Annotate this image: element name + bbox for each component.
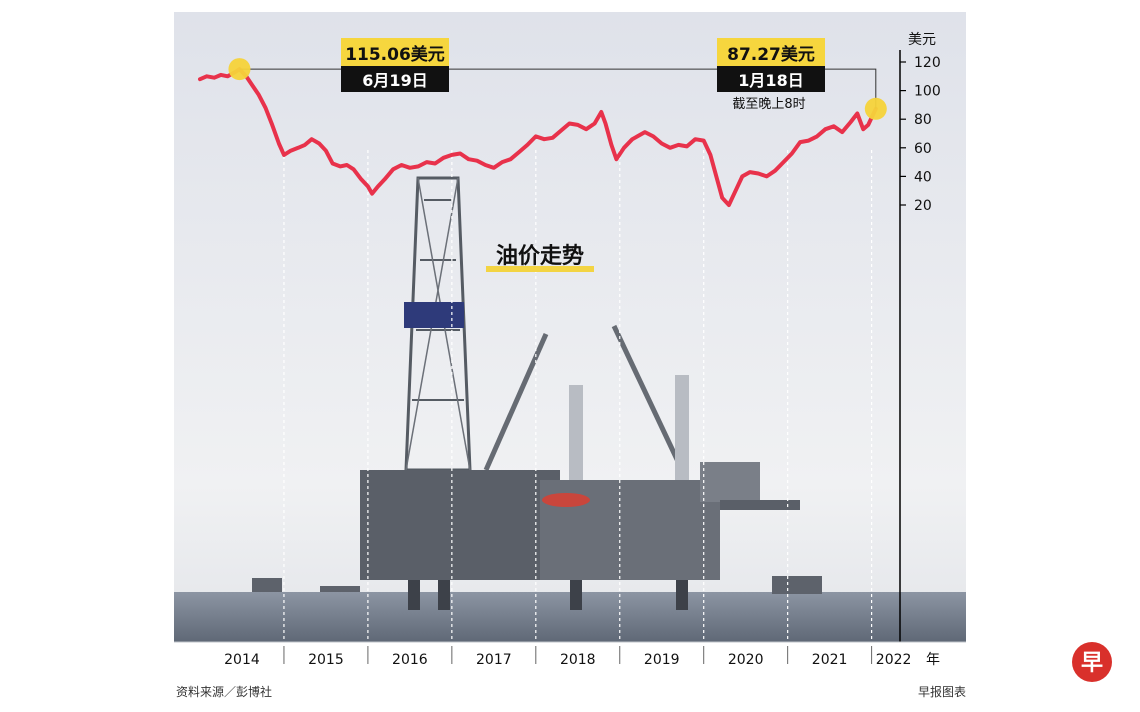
y-tick-label-40: 40 — [914, 169, 932, 185]
chart-title: 油价走势 — [496, 243, 584, 269]
x-axis-unit: 年 — [926, 652, 940, 668]
credit-note: 早报图表 — [918, 684, 966, 699]
x-axis-strip — [174, 642, 966, 676]
callout-peak-value-box — [341, 38, 449, 66]
x-tick-label-2020: 2020 — [728, 652, 764, 668]
leader-latest — [825, 68, 877, 109]
y-tick-label-80: 80 — [914, 112, 932, 128]
callout-peak-date-box — [341, 66, 449, 92]
y-tick-label-60: 60 — [914, 141, 932, 157]
callout-peak-value: 115.06美元 — [345, 44, 445, 65]
oil-rig-illustration — [252, 176, 822, 610]
x-tick-label-2019: 2019 — [644, 652, 680, 668]
y-tick-label-20: 20 — [914, 198, 932, 214]
x-tick-label-2017: 2017 — [476, 652, 512, 668]
x-tick-label-2022: 2022 — [876, 652, 912, 668]
source-note: 资料来源／彭博社 — [176, 684, 272, 699]
chart-title-underline — [486, 266, 594, 272]
callout-latest-note: 截至晚上8时 — [732, 97, 805, 112]
y-axis: 20 40 60 80 100 120 — [899, 50, 941, 642]
x-tick-label-2016: 2016 — [392, 652, 428, 668]
markers — [228, 58, 887, 120]
callout-latest-date: 1月18日 — [738, 71, 803, 90]
x-tick-label-2018: 2018 — [560, 652, 596, 668]
callout-latest: 87.27美元 1月18日 截至晚上8时 — [717, 38, 825, 112]
logo-badge — [1072, 642, 1112, 682]
y-tick-label-120: 120 — [914, 55, 941, 71]
x-tick-label-2014: 2014 — [224, 652, 260, 668]
x-tick-label-2015: 2015 — [308, 652, 344, 668]
callout-peak-date: 6月19日 — [362, 71, 427, 90]
marker-latest — [864, 97, 887, 120]
marker-peak — [228, 58, 251, 81]
year-separators — [283, 150, 873, 662]
y-tick-label-100: 100 — [914, 84, 941, 100]
logo-character: 早 — [1081, 651, 1103, 676]
x-tick-label-2021: 2021 — [812, 652, 848, 668]
x-axis: 2014 2015 2016 2017 2018 2019 2020 2021 2022 — [224, 646, 911, 668]
y-axis-unit: 美元 — [908, 32, 936, 48]
callout-latest-value: 87.27美元 — [727, 44, 815, 65]
callout-latest-value-box — [717, 38, 825, 66]
callout-leader-lines — [239, 68, 877, 109]
zaobao-logo: 早 — [1072, 642, 1112, 682]
callout-peak: 115.06美元 6月19日 — [341, 38, 449, 92]
series-line-oil-price — [198, 67, 878, 207]
callout-latest-date-box — [717, 66, 825, 92]
